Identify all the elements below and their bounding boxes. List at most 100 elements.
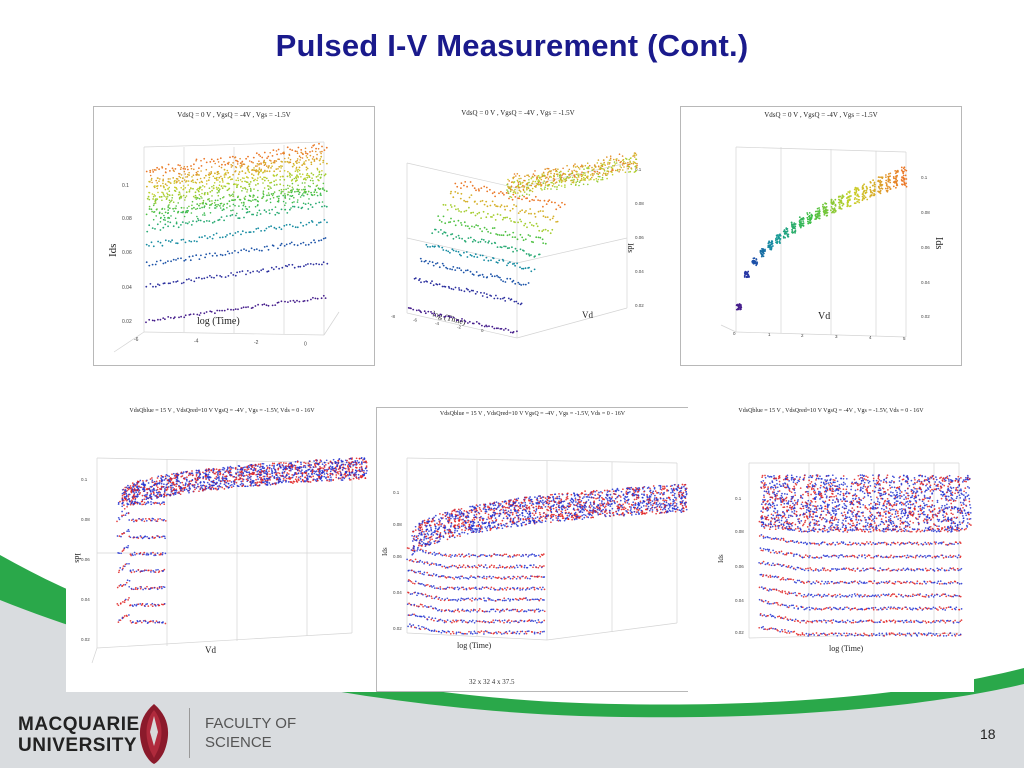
data-point [288,153,291,156]
data-point [459,197,462,200]
data-point [118,518,121,521]
data-point [541,173,543,175]
data-point [607,167,609,170]
data-point [267,188,270,190]
data-point [307,208,310,210]
data-point [275,266,278,268]
data-point [237,177,239,179]
tick-label: 2 [801,333,804,338]
data-point [160,494,162,496]
data-point [285,224,288,226]
data-point [547,200,550,203]
data-point [153,202,155,205]
data-point [157,240,159,243]
data-point [521,267,523,270]
data-point [540,187,542,190]
data-point [154,519,156,521]
data-point [191,176,193,178]
data-point [507,329,510,331]
data-point [185,195,188,197]
data-point [215,471,218,474]
data-point [289,242,291,245]
data-point [239,157,241,160]
data-point [457,319,459,321]
data-point [215,232,218,235]
data-point [452,196,455,199]
data-point [184,482,187,485]
data-point [621,155,624,157]
data-point [226,207,228,209]
data-point [129,503,132,506]
data-point [438,219,441,222]
data-point [216,477,219,479]
data-point [615,162,618,164]
data-point [132,486,134,488]
data-point [243,216,245,219]
data-point [348,468,350,470]
data-point [346,459,348,462]
data-point [179,195,182,198]
data-point [241,177,244,179]
data-point [236,184,239,187]
data-point [776,240,779,243]
data-point [299,475,302,478]
data-point [358,457,361,460]
data-point [199,488,202,491]
data-point [222,466,225,469]
data-point [214,252,216,255]
data-point [869,181,872,184]
data-point [316,167,319,170]
data-point [219,236,221,239]
data-point [302,241,305,244]
data-point [511,236,514,239]
data-point [278,212,280,215]
data-point [286,146,289,149]
data-point [198,174,200,176]
data-point [339,470,341,473]
data-point [464,240,467,243]
data-point [316,463,319,465]
data-point [188,480,191,483]
data-point [848,195,851,198]
data-point [318,462,320,465]
data-point [179,182,181,184]
data-point [309,185,311,188]
data-point [472,211,475,214]
data-point [226,234,228,236]
data-point [318,221,320,224]
data-point [320,194,322,196]
data-point [196,472,199,474]
data-point [137,501,139,504]
data-point [210,488,213,491]
data-point [555,208,558,211]
data-point [895,182,898,184]
data-point [214,207,217,209]
data-point [248,471,251,474]
data-point [541,238,544,241]
data-point [237,230,239,233]
data-point [117,503,120,505]
data-point [191,484,194,487]
data-point [533,212,536,215]
data-point [471,184,474,187]
data-point [295,476,298,478]
data-point [468,290,471,293]
data-point [438,283,441,286]
data-point [740,306,743,309]
data-point [197,483,199,485]
data-point [211,221,214,224]
data-point [514,196,517,198]
data-point [560,170,562,173]
data-point [127,528,130,531]
data-point [237,485,240,488]
data-point [473,187,476,190]
data-point [207,179,210,182]
data-point [252,270,255,273]
data-point [358,478,360,480]
data-point [118,535,121,537]
data-point [519,180,521,183]
data-point [320,475,323,478]
data-point [509,217,511,220]
data-point [286,160,289,163]
